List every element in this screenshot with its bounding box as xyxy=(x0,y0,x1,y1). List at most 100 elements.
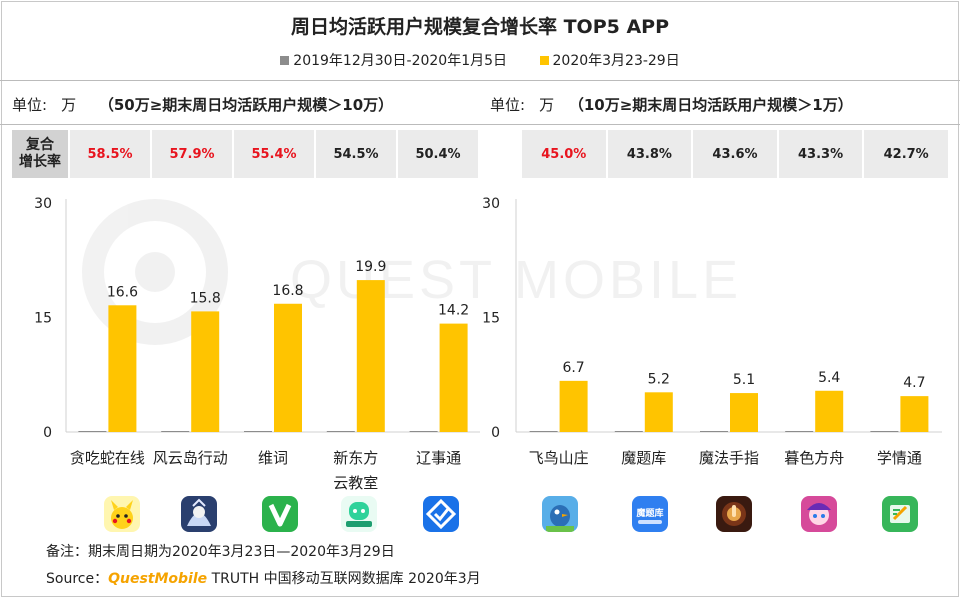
bar-current xyxy=(356,280,385,432)
liaoshitong-app-icon xyxy=(423,496,459,532)
bar-current xyxy=(644,392,673,432)
rate-cell: 43.6% xyxy=(693,130,779,178)
category-label: 魔题库 xyxy=(621,449,666,467)
watermark: QUEST MOBILE xyxy=(82,199,738,345)
bar-value-label: 5.4 xyxy=(818,370,840,386)
rate-cell: 54.5% xyxy=(316,130,398,178)
divider xyxy=(0,80,960,81)
bar-baseline xyxy=(409,431,438,432)
category-label: 风云岛行动 xyxy=(153,449,228,467)
y-tick-label: 0 xyxy=(491,425,500,441)
category-label: 飞鸟山庄 xyxy=(529,449,589,467)
unit-value: 万 xyxy=(539,96,555,114)
category-label: 云教室 xyxy=(333,474,378,492)
legend-swatch-gray xyxy=(280,55,290,65)
magic-finger-app-icon xyxy=(716,496,752,532)
bar-value-label: 6.7 xyxy=(562,360,584,376)
bar-baseline xyxy=(78,431,107,432)
rate-label-line: 增长率 xyxy=(19,154,61,170)
bar-baseline xyxy=(614,431,643,432)
bar-value-label: 15.8 xyxy=(190,290,221,306)
rate-cell: 42.7% xyxy=(883,146,929,162)
unit-left: 单位: 万 （50万≥期末周日均活跃用户规模＞10万） xyxy=(12,94,393,115)
legend-item-current: 2020年3月23-29日 xyxy=(539,50,680,70)
watermark-logo-ring xyxy=(82,199,228,345)
bar-baseline xyxy=(785,431,814,432)
bar-baseline xyxy=(870,431,899,432)
rate-cell: 50.4% xyxy=(415,146,461,162)
rate-row-left: 复合 增长率 58.5% 57.9% 55.4% 54.5% 50.4% xyxy=(12,130,478,178)
chart-title: 周日均活跃用户规模复合增长率 TOP5 APP xyxy=(290,16,670,38)
watermark-logo-dot xyxy=(135,252,175,292)
condition-right: （10万≥期末周日均活跃用户规模＞1万） xyxy=(568,96,853,114)
motiku-app-icon: 魔题库 xyxy=(632,496,668,532)
category-label: 贪吃蛇在线 xyxy=(70,449,145,467)
bar-baseline xyxy=(244,431,272,432)
bar-current xyxy=(559,380,588,432)
motiku-icon-text: 魔题库 xyxy=(635,507,663,519)
bar-baseline xyxy=(700,431,728,432)
rate-cell: 58.5% xyxy=(70,130,152,178)
bar-value-label: 4.7 xyxy=(903,375,925,391)
bar-baseline xyxy=(326,431,355,432)
xueqingtong-app-icon xyxy=(882,496,918,532)
muse-ark-app-icon xyxy=(801,496,837,532)
feiniao-app-icon xyxy=(542,496,578,532)
legend-swatch-gold xyxy=(539,55,549,65)
legend: 2019年12月30日-2020年1月5日 2020年3月23-29日 xyxy=(0,50,960,70)
rate-cell: 57.9% xyxy=(152,130,234,178)
pikachu-app-icon xyxy=(104,496,140,532)
bar-current xyxy=(730,393,758,432)
y-tick-label: 0 xyxy=(43,425,52,441)
unit-right: 单位: 万 （10万≥期末周日均活跃用户规模＞1万） xyxy=(490,94,853,115)
condition-left: （50万≥期末周日均活跃用户规模＞10万） xyxy=(98,96,394,114)
bar-current xyxy=(108,305,137,432)
y-tick-label: 30 xyxy=(34,196,52,212)
legend-label: 2020年3月23-29日 xyxy=(552,53,680,69)
y-tick-label: 15 xyxy=(482,311,500,327)
bar-value-label: 5.1 xyxy=(733,372,755,388)
bar-baseline xyxy=(529,431,558,432)
source-suffix: TRUTH 中国移动互联网数据库 2020年3月 xyxy=(207,571,481,587)
category-label: 新东方 xyxy=(333,449,378,467)
source-prefix: Source： xyxy=(46,571,109,587)
y-tick-label: 15 xyxy=(34,311,52,327)
rate-cell: 45.0% xyxy=(522,130,608,178)
category-label: 魔法手指 xyxy=(699,449,759,467)
rate-cell: 43.8% xyxy=(608,130,694,178)
rate-label-line: 复合 xyxy=(26,137,54,153)
bar-current xyxy=(900,396,929,432)
category-label: 暮色方舟 xyxy=(784,449,844,467)
rate-cell: 55.4% xyxy=(234,130,316,178)
rate-cell: 43.3% xyxy=(779,130,865,178)
weici-app-icon xyxy=(262,496,298,532)
bar-current xyxy=(191,311,220,432)
unit-label: 单位: xyxy=(12,96,48,114)
bar-value-label: 14.2 xyxy=(438,303,469,319)
bar-value-label: 19.9 xyxy=(355,259,386,275)
legend-item-baseline: 2019年12月30日-2020年1月5日 xyxy=(280,50,507,70)
bar-value-label: 16.6 xyxy=(107,284,138,300)
footnote: 备注：期末周日期为2020年3月23日—2020年3月29日 xyxy=(46,544,395,560)
rate-row-right: 45.0% 43.8% 43.6% 43.3% 42.7% xyxy=(522,130,948,178)
y-tick-label: 30 xyxy=(482,196,500,212)
divider xyxy=(0,124,960,125)
unit-label: 单位: xyxy=(490,96,526,114)
unit-value: 万 xyxy=(61,96,77,114)
category-label: 维词 xyxy=(258,449,288,467)
bar-current xyxy=(274,303,302,432)
category-label: 辽事通 xyxy=(416,449,461,467)
bar-baseline xyxy=(161,431,190,432)
rate-row-label: 复合 增长率 xyxy=(12,130,70,178)
xdf-classroom-app-icon xyxy=(341,496,377,532)
bar-current xyxy=(439,323,468,432)
legend-label: 2019年12月30日-2020年1月5日 xyxy=(293,53,508,69)
source-brand: QuestMobile xyxy=(108,571,208,587)
bar-value-label: 5.2 xyxy=(648,371,670,387)
bar-current xyxy=(815,390,844,432)
source-line: Source：QuestMobile TRUTH 中国移动互联网数据库 2020… xyxy=(46,568,481,588)
bar-value-label: 16.8 xyxy=(272,283,303,299)
fengyundao-app-icon xyxy=(181,496,217,532)
